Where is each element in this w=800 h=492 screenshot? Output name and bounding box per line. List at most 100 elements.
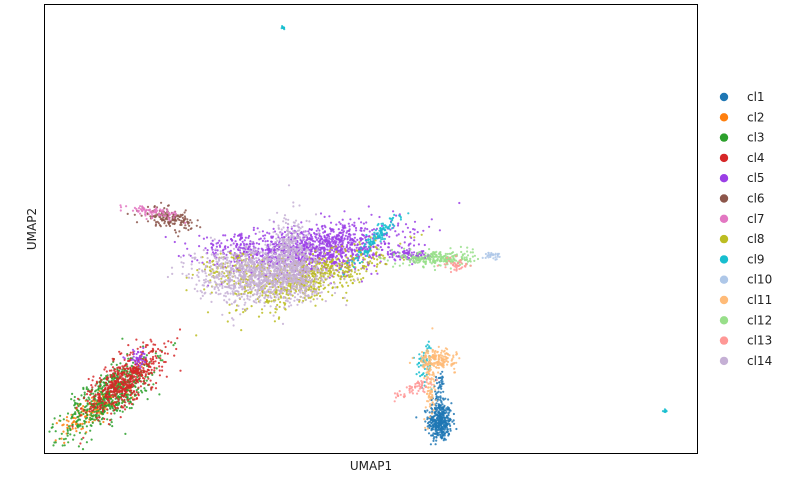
point-cl4 xyxy=(147,352,150,355)
point-cl8 xyxy=(402,258,405,261)
point-cl4 xyxy=(137,386,140,389)
point-cl1 xyxy=(431,427,434,430)
point-cl7 xyxy=(166,208,169,211)
point-cl4 xyxy=(161,365,164,368)
point-cl3 xyxy=(126,365,129,368)
point-cl9 xyxy=(348,259,351,262)
point-cl9 xyxy=(363,244,366,248)
point-cl4 xyxy=(71,425,74,428)
point-cl12 xyxy=(390,248,394,251)
point-cl5 xyxy=(379,246,382,249)
point-cl8 xyxy=(318,281,321,284)
point-cl5 xyxy=(370,272,373,275)
point-cl1 xyxy=(424,428,427,431)
point-cl6 xyxy=(186,220,189,224)
point-cl1 xyxy=(436,431,439,434)
point-cl6 xyxy=(133,213,136,216)
point-cl8 xyxy=(250,290,253,293)
point-cl8 xyxy=(351,281,354,285)
point-cl4 xyxy=(126,375,129,378)
point-cl8 xyxy=(191,273,194,276)
point-cl12 xyxy=(383,258,386,261)
point-cl4 xyxy=(132,379,135,382)
point-cl5 xyxy=(360,227,363,230)
point-cl8 xyxy=(261,294,264,297)
point-cl4 xyxy=(100,378,103,381)
point-cl5 xyxy=(321,227,324,230)
point-cl4 xyxy=(83,396,86,400)
point-cl9 xyxy=(363,250,366,253)
point-cl12 xyxy=(466,246,469,249)
point-cl8 xyxy=(374,252,378,255)
point-cl8 xyxy=(331,264,334,267)
point-cl8 xyxy=(212,263,215,266)
point-cl6 xyxy=(180,223,183,226)
point-cl8 xyxy=(335,258,338,261)
point-cl8 xyxy=(312,280,315,283)
point-cl5 xyxy=(328,258,331,261)
point-cl9 xyxy=(351,260,354,263)
point-cl12 xyxy=(461,258,464,261)
point-cl4 xyxy=(151,386,154,389)
point-cl5 xyxy=(225,253,228,256)
point-cl3 xyxy=(128,407,131,410)
point-cl4 xyxy=(135,370,138,373)
point-cl12 xyxy=(431,254,434,257)
point-cl4 xyxy=(129,351,132,354)
point-cl3 xyxy=(89,429,92,432)
point-cl4 xyxy=(147,368,150,371)
point-cl1 xyxy=(441,413,444,416)
point-cl6 xyxy=(153,219,156,222)
point-cl4 xyxy=(105,384,108,387)
point-cl5 xyxy=(262,234,265,237)
point-cl4 xyxy=(94,402,98,405)
point-cl11 xyxy=(434,361,437,364)
point-cl7 xyxy=(157,214,161,217)
point-cl4 xyxy=(99,400,102,403)
point-cl7 xyxy=(137,207,141,210)
point-cl3 xyxy=(73,399,76,402)
point-cl4 xyxy=(125,390,128,393)
point-cl4 xyxy=(111,375,115,378)
point-cl11 xyxy=(441,357,444,360)
point-cl4 xyxy=(131,382,134,385)
point-cl5 xyxy=(318,246,321,249)
point-cl4 xyxy=(99,398,103,401)
point-cl3 xyxy=(91,421,94,424)
point-cl4 xyxy=(118,350,121,353)
point-cl6 xyxy=(180,219,183,222)
point-cl9 xyxy=(358,261,361,265)
point-cl5 xyxy=(337,228,340,231)
point-cl4 xyxy=(99,407,102,410)
point-cl4 xyxy=(111,366,115,369)
point-cl9 xyxy=(393,224,396,227)
point-cl2 xyxy=(65,416,69,419)
point-cl8 xyxy=(358,272,361,275)
point-cl5 xyxy=(311,239,314,242)
point-cl7 xyxy=(150,212,153,215)
point-cl4 xyxy=(148,362,151,365)
point-cl12 xyxy=(377,248,380,251)
point-cl8 xyxy=(344,275,347,278)
point-cl4 xyxy=(147,365,150,368)
point-cl1 xyxy=(432,425,435,429)
point-cl12 xyxy=(432,251,435,254)
point-cl11 xyxy=(429,396,432,399)
point-cl4 xyxy=(124,408,127,411)
point-cl5 xyxy=(252,228,255,232)
point-cl11 xyxy=(435,366,438,369)
point-cl12 xyxy=(469,257,472,260)
point-cl5 xyxy=(315,238,319,241)
point-cl3 xyxy=(76,409,79,412)
point-cl3 xyxy=(121,401,124,405)
point-cl5 xyxy=(380,224,384,227)
point-cl3 xyxy=(60,432,63,435)
point-cl5 xyxy=(249,240,252,243)
point-cl5 xyxy=(345,246,348,249)
point-cl4 xyxy=(92,402,95,405)
point-cl5 xyxy=(345,231,348,234)
point-cl5 xyxy=(356,238,359,241)
point-cl6 xyxy=(156,213,159,216)
point-cl1 xyxy=(443,404,446,407)
point-cl3 xyxy=(71,392,74,395)
